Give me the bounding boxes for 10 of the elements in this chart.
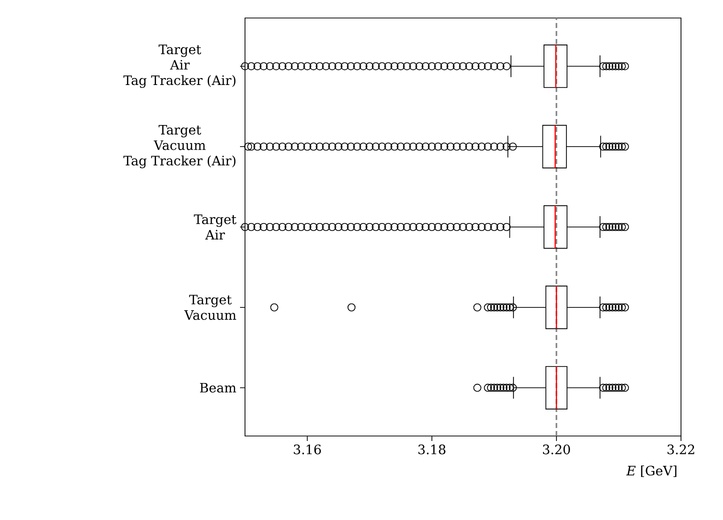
x-tick-label: 3.18 — [418, 444, 446, 454]
x-axis-title: E [GeV] — [626, 466, 676, 478]
x-tick-label: 3.20 — [542, 444, 570, 454]
y-tick-label: Target Vacuum Tag Tracker (Air) — [123, 125, 236, 168]
y-tick-label: Target Air Tag Tracker (Air) — [123, 44, 236, 88]
y-tick-label: Target Vacuum — [184, 294, 236, 320]
y-tick-label: Beam — [200, 382, 236, 393]
y-tick-label: Target Air — [194, 214, 236, 240]
x-tick-label: 3.22 — [668, 444, 694, 454]
x-tick-label: 3.16 — [294, 444, 321, 454]
